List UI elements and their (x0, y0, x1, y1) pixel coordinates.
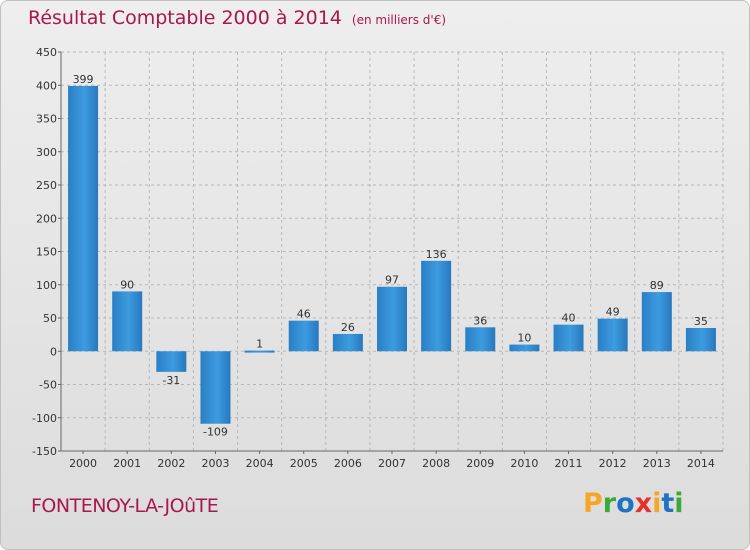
x-tick-label: 2003 (201, 457, 229, 470)
data-label: 46 (297, 308, 311, 321)
y-tick-label: 250 (36, 179, 57, 192)
data-labels: 399 90 -31 -109 1 46 26 97 136 36 10 40 49 89 35 (73, 73, 708, 439)
data-label: -109 (203, 426, 228, 439)
x-tick-label: 2009 (466, 457, 494, 470)
x-tick-label: 2008 (422, 457, 450, 470)
chart-title-text: Résultat Comptable 2000 à 2014 (28, 7, 342, 29)
data-label: 399 (73, 73, 94, 86)
bar (200, 351, 231, 424)
logo-letter: P (583, 488, 603, 519)
y-tick-label: 350 (36, 113, 57, 126)
bar (244, 350, 275, 353)
data-label: 97 (385, 274, 399, 287)
data-label: 40 (562, 312, 576, 325)
place-name: FONTENOY-LA-JOûTE (31, 495, 219, 517)
chart-title: Résultat Comptable 2000 à 2014 (en millie… (28, 7, 446, 29)
data-label: 1 (256, 338, 263, 351)
data-label: 90 (120, 278, 134, 291)
logo-letter: i (674, 488, 684, 519)
bar (68, 85, 99, 352)
x-tick-label: 2004 (246, 457, 274, 470)
y-tick-label: 200 (36, 212, 57, 225)
data-label: 49 (606, 306, 620, 319)
y-tick-label: 400 (36, 79, 57, 92)
bar (509, 344, 540, 352)
bar (377, 286, 407, 352)
grid-lines (60, 51, 724, 452)
logo-letter: o (616, 488, 635, 519)
bar (685, 327, 716, 352)
y-tick-labels: -150 -100 -50 0 50 100 150 200 250 300 350 400 450 (32, 46, 57, 458)
data-label: 136 (426, 248, 447, 261)
logo-letter: t (661, 488, 675, 519)
bars (68, 85, 716, 424)
x-tick-label: 2007 (378, 457, 406, 470)
x-tick-label: 2013 (643, 457, 671, 470)
bar (156, 351, 187, 372)
chart-units: (en milliers d'€) (351, 13, 447, 27)
data-label: 10 (517, 332, 531, 345)
axes (58, 51, 723, 454)
x-tick-label: 2002 (157, 457, 185, 470)
x-tick-label: 2000 (69, 457, 97, 470)
y-tick-label: -100 (32, 412, 57, 425)
logo-letter: i (652, 488, 662, 519)
bar (465, 327, 496, 352)
x-tick-label: 2011 (555, 457, 583, 470)
bar (597, 318, 628, 352)
y-tick-label: 450 (36, 46, 57, 59)
x-tick-label: 2012 (599, 457, 627, 470)
x-tick-label: 2001 (113, 457, 141, 470)
x-tick-label: 2006 (334, 457, 362, 470)
y-tick-label: 100 (36, 279, 57, 292)
x-tick-label: 2005 (290, 457, 318, 470)
bar (112, 291, 143, 352)
data-label: 26 (341, 321, 355, 334)
logo-letter: r (602, 488, 617, 519)
y-tick-label: 50 (43, 312, 57, 325)
x-tick-label: 2014 (687, 457, 715, 470)
logo-letter: x (634, 488, 653, 519)
y-tick-label: 0 (50, 345, 57, 358)
y-tick-label: 300 (36, 146, 57, 159)
bar (332, 333, 363, 352)
x-tick-label: 2010 (510, 457, 538, 470)
bar (641, 292, 672, 352)
data-label: 89 (650, 279, 664, 292)
bar (553, 324, 584, 352)
proxiti-logo: Proxiti (583, 488, 684, 519)
y-tick-label: -50 (39, 379, 57, 392)
bar (421, 260, 452, 352)
data-label: 35 (694, 315, 708, 328)
data-label: 36 (473, 314, 487, 327)
bar (288, 320, 319, 352)
y-tick-label: -150 (32, 445, 57, 458)
data-label: -31 (162, 374, 180, 387)
y-tick-label: 150 (36, 246, 57, 259)
x-tick-labels: 2000 2001 2002 2003 2004 2005 2006 2007 2008 2009… (69, 457, 715, 470)
